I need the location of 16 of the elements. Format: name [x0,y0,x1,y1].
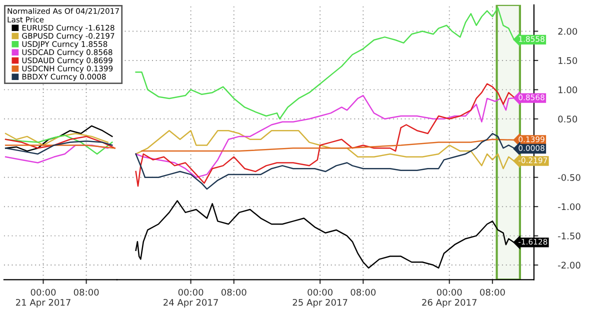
x-tick-label: 00:00 24 Apr 2017 [164,288,218,308]
y-tick-label: 1.50 [558,57,578,64]
x-tick-label: 00:00 25 Apr 2017 [292,288,348,308]
x-tick-label: 00:00 21 Apr 2017 [16,288,70,308]
y-tick-label: -1.50 [558,232,580,240]
x-tick-label: 08:00 [221,288,246,296]
x-tick-label: 08:00 [74,288,99,296]
y-tick-label: -2.00 [558,262,580,269]
y-tick-label: -1.00 [558,203,580,210]
y-tick-label: 1.00 [558,86,578,94]
x-tick-label: 08:00 [350,288,376,296]
y-tick-label: 2.00 [558,28,578,35]
y-tick-label: 0.50 [558,116,578,122]
x-tick-label: 00:00 26 Apr 2017 [422,288,477,308]
x-tick-label: 08:00 [480,288,505,296]
y-tick-label: -0.50 [558,174,580,181]
